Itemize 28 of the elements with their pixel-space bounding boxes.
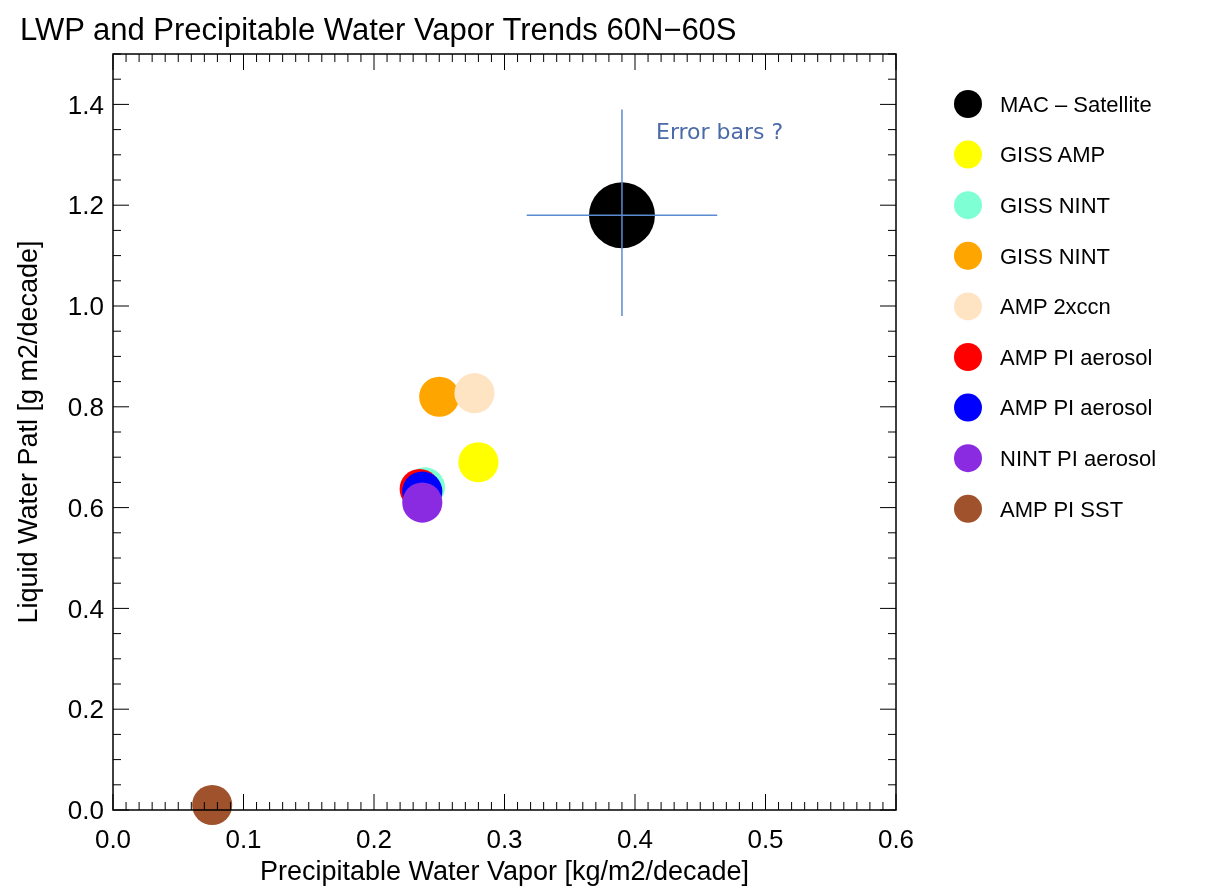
- y-tick-label: 1.0: [67, 291, 104, 322]
- y-tick-label: 0.0: [67, 795, 104, 826]
- y-tick-label: 1.2: [67, 190, 104, 221]
- x-axis-title: Precipitable Water Vapor [kg/m2/decade]: [259, 856, 750, 886]
- legend-label: AMP 2xccn: [1000, 294, 1111, 320]
- y-tick-label: 1.4: [67, 89, 104, 120]
- y-tick-label: 0.2: [67, 694, 104, 725]
- x-tick-label: 0.5: [747, 824, 784, 854]
- y-tick-label: 0.6: [67, 492, 104, 523]
- y-axis-title: Liquid Water Patl [g m2/decade]: [13, 240, 43, 624]
- y-tick-label: 0.8: [67, 391, 104, 422]
- legend-label: AMP PI aerosol: [1000, 344, 1153, 370]
- legend-label: MAC – Satellite: [1000, 91, 1152, 117]
- x-tick-label: 0.4: [616, 824, 654, 854]
- legend-label: GISS NINT: [1000, 243, 1111, 269]
- legend-label: GISS NINT: [1000, 192, 1111, 218]
- x-tick-label: 0.1: [225, 824, 262, 854]
- x-tick-label: 0.2: [355, 824, 393, 854]
- y-tick-label: 0.4: [67, 593, 104, 624]
- x-tick-label: 0.6: [877, 824, 915, 854]
- x-tick-label: 0.3: [486, 824, 523, 854]
- chart-title: LWP and Precipitable Water Vapor Trends 60N−60S: [20, 12, 737, 47]
- legend-label: AMP PI aerosol: [1000, 395, 1153, 421]
- legend-label: NINT PI aerosol: [1000, 445, 1157, 471]
- legend-label: GISS AMP: [1000, 142, 1106, 168]
- annotation: Error bars ?: [656, 118, 784, 144]
- x-tick-label: 0.0: [94, 824, 132, 854]
- legend-label: AMP PI SST: [1000, 496, 1124, 522]
